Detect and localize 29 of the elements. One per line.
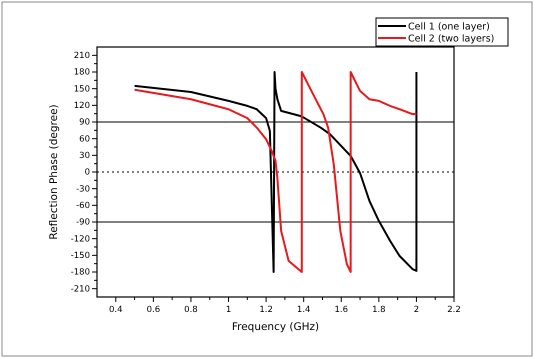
x-tick-label: 1.8 — [372, 305, 386, 315]
legend-label: Cell 2 (two layers) — [408, 33, 494, 44]
y-tick-label: 90 — [79, 118, 90, 128]
y-tick-label: 180 — [74, 68, 90, 78]
y-tick-label: 0 — [84, 168, 90, 178]
y-tick-label: 60 — [79, 134, 90, 144]
y-tick-label: -150 — [70, 251, 90, 262]
y-tick-label: 120 — [74, 101, 90, 112]
x-axis-title: Frequency (GHz) — [232, 321, 320, 333]
y-tick-label: -60 — [76, 201, 90, 212]
x-tick-label: 0.4 — [109, 305, 123, 315]
y-tick-label: -90 — [76, 218, 90, 228]
y-tick-label: 210 — [74, 51, 90, 62]
legend-label: Cell 1 (one layer) — [408, 21, 490, 32]
y-tick-label: -30 — [76, 184, 90, 194]
y-tick-label: -210 — [70, 284, 90, 294]
y-tick-label: 150 — [74, 84, 90, 94]
x-tick-label: 0.6 — [146, 305, 160, 315]
x-tick-label: 1 — [226, 305, 232, 315]
y-tick-label: 30 — [79, 151, 90, 162]
x-tick-label: 2.2 — [447, 305, 461, 315]
x-tick-label: 0.8 — [184, 305, 198, 315]
x-tick-label: 2 — [414, 305, 420, 315]
x-tick-label: 1.4 — [296, 305, 310, 315]
x-tick-label: 1.2 — [259, 305, 273, 315]
x-tick-label: 1.6 — [334, 305, 348, 315]
y-tick-label: -120 — [70, 234, 90, 244]
y-tick-label: -180 — [70, 268, 90, 278]
y-axis-title: Reflection Phase (degree) — [48, 104, 60, 240]
